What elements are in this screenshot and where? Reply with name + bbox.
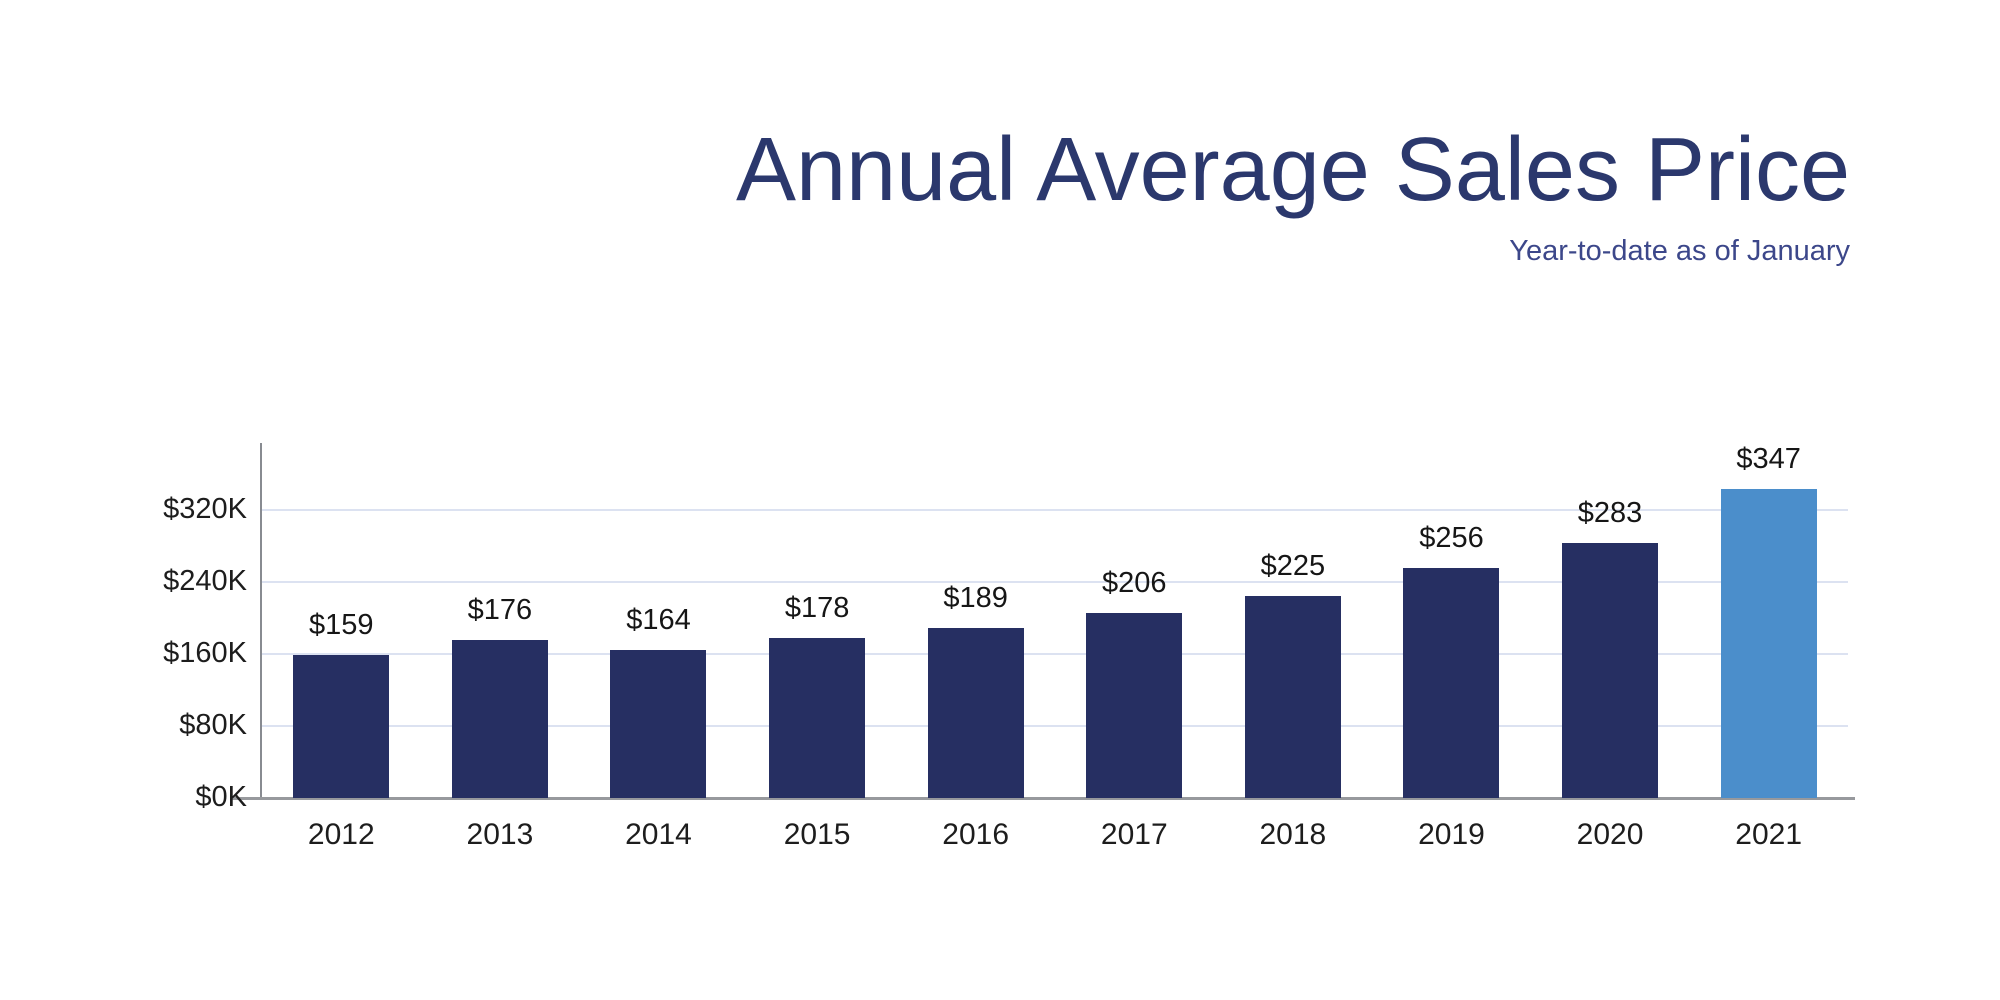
- gridline-240k: [262, 581, 1848, 583]
- x-tick-label-2015: 2015: [783, 818, 851, 851]
- bar-2013: [451, 639, 548, 798]
- bar-value-label: $283: [1577, 497, 1643, 530]
- bar-2015: [769, 637, 866, 798]
- chart-header: Annual Average Sales Price Year-to-date …: [735, 120, 1850, 268]
- bar-2018: [1244, 595, 1341, 798]
- bar-group-2013: $176: [421, 443, 580, 798]
- bar-group-2014: $164: [579, 443, 738, 798]
- bar-group-2020: $283: [1531, 443, 1690, 798]
- bar-group-2015: $178: [738, 443, 897, 798]
- bars-layer: $159 $176 $164 $178 $189 $206 $225 $256 $283 $347: [262, 443, 1848, 798]
- y-tick-label: $0K: [195, 781, 247, 813]
- y-tick-label: $240K: [163, 565, 247, 597]
- x-tick-label-2014: 2014: [625, 818, 692, 851]
- y-tick-label: $160K: [163, 637, 247, 669]
- gridline-80k: [262, 725, 1848, 727]
- x-tick-label-2013: 2013: [466, 818, 534, 851]
- bar-2016: [927, 627, 1024, 798]
- bar-value-label: $256: [1419, 521, 1484, 554]
- x-tick-label-2021: 2021: [1735, 818, 1803, 851]
- bar-group-2021: $347: [1689, 443, 1848, 798]
- x-axis-tick-labels: 2012 2013 2014 2015 2016 2017 2018 2019 2020 2021: [262, 818, 1848, 852]
- bar-value-label: $164: [626, 604, 691, 637]
- bar-group-2012: $159: [262, 443, 421, 798]
- x-axis-baseline: [230, 797, 1855, 800]
- x-tick-label-2020: 2020: [1576, 818, 1644, 851]
- gridline-320k: [262, 509, 1848, 511]
- y-axis-line: [260, 443, 262, 798]
- chart-subtitle: Year-to-date as of January: [1509, 235, 1850, 268]
- bar-2019: [1403, 567, 1500, 798]
- bar-group-2017: $206: [1055, 443, 1214, 798]
- bar-value-label: $347: [1736, 443, 1801, 475]
- bar-value-label: $206: [1102, 566, 1167, 599]
- plot-area: $159 $176 $164 $178 $189 $206 $225 $256 $283 $347: [262, 443, 1848, 798]
- y-tick-label: $320K: [163, 493, 247, 525]
- gridline-160k: [262, 653, 1848, 655]
- x-tick-label-2019: 2019: [1418, 818, 1485, 851]
- bar-2021: [1720, 489, 1817, 798]
- chart-title: Annual Average Sales Price: [735, 120, 1850, 220]
- bar-2020: [1562, 543, 1659, 798]
- x-tick-label-2016: 2016: [942, 818, 1010, 851]
- x-tick-label-2017: 2017: [1100, 818, 1168, 851]
- bar-value-label: $176: [467, 593, 533, 626]
- bar-value-label: $225: [1260, 549, 1326, 582]
- bar-group-2018: $225: [1214, 443, 1373, 798]
- bar-group-2016: $189: [896, 443, 1055, 798]
- bar-2014: [610, 650, 707, 798]
- bar-2017: [1086, 612, 1183, 798]
- bar-value-label: $189: [943, 581, 1008, 614]
- bar-value-label: $178: [784, 591, 850, 624]
- x-tick-label-2012: 2012: [307, 818, 375, 851]
- bar-2012: [293, 654, 390, 798]
- y-tick-label: $80K: [179, 709, 247, 741]
- bar-group-2019: $256: [1372, 443, 1531, 798]
- x-tick-label-2018: 2018: [1259, 818, 1327, 851]
- bar-value-label: $159: [309, 608, 374, 641]
